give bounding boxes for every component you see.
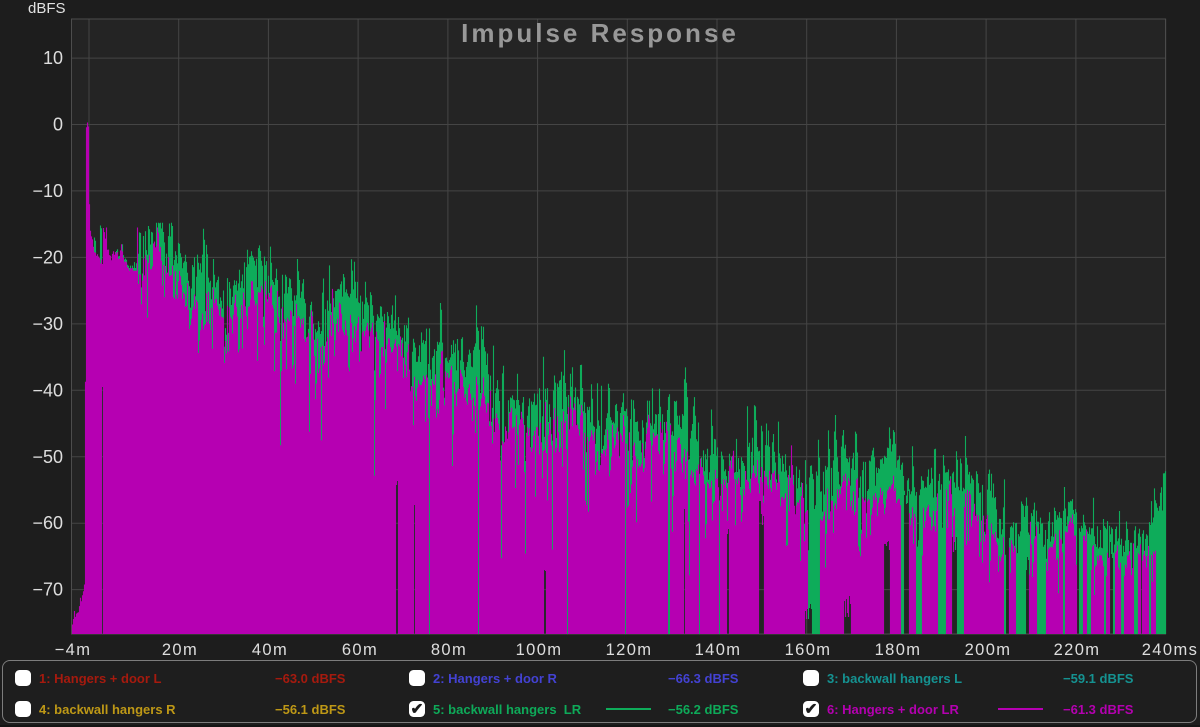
svg-text:−20: −20 — [32, 247, 63, 267]
svg-text:−40: −40 — [32, 380, 63, 400]
svg-text:−50: −50 — [32, 447, 63, 467]
svg-text:220m: 220m — [1054, 641, 1101, 659]
svg-text:−60: −60 — [32, 513, 63, 533]
svg-text:−30: −30 — [32, 314, 63, 334]
svg-text:0: 0 — [53, 115, 63, 135]
svg-text:120m: 120m — [606, 641, 653, 659]
svg-text:−4m: −4m — [55, 641, 92, 659]
svg-text:60m: 60m — [342, 641, 378, 659]
svg-text:240ms: 240ms — [1142, 641, 1199, 659]
svg-text:−10: −10 — [32, 181, 63, 201]
svg-text:Impulse Response: Impulse Response — [461, 18, 739, 48]
svg-text:200m: 200m — [965, 641, 1012, 659]
svg-text:40m: 40m — [252, 641, 288, 659]
svg-text:180m: 180m — [875, 641, 922, 659]
svg-text:20m: 20m — [162, 641, 198, 659]
svg-text:160m: 160m — [785, 641, 832, 659]
svg-text:−70: −70 — [32, 580, 63, 600]
svg-text:100m: 100m — [516, 641, 563, 659]
svg-text:140m: 140m — [695, 641, 742, 659]
svg-text:dBFS: dBFS — [28, 0, 66, 17]
svg-text:80m: 80m — [431, 641, 467, 659]
svg-text:10: 10 — [43, 48, 63, 68]
